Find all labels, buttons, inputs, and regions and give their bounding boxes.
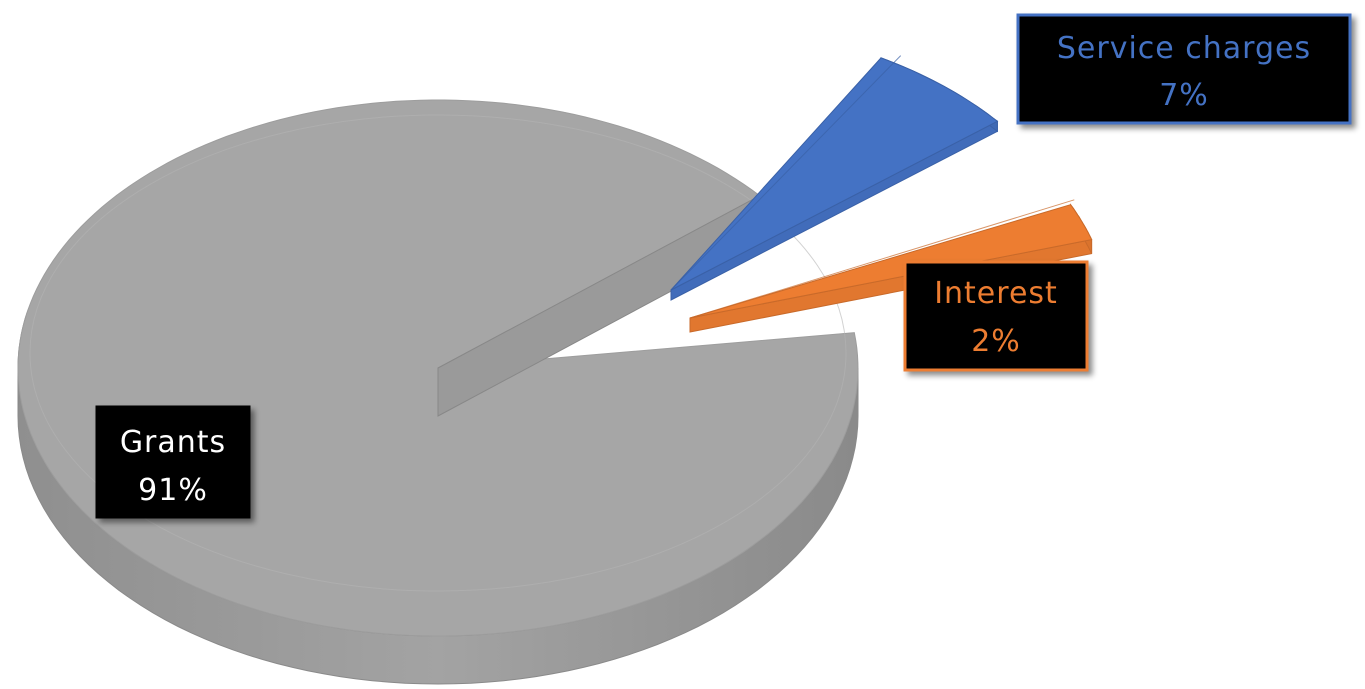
- slice-interest-top: [689, 204, 1093, 319]
- data-label-grants: Grants 91%: [95, 405, 251, 519]
- slice-grants-highlight: [29, 114, 847, 592]
- data-label-box: [903, 260, 1089, 372]
- data-label-category: Interest: [934, 276, 1058, 311]
- data-label-value: 91%: [138, 473, 208, 508]
- data-label-value: 7%: [1159, 78, 1209, 113]
- data-label-service-charges: Service charges 7%: [1016, 13, 1352, 125]
- data-label-box: [95, 405, 251, 519]
- data-label-value: 2%: [971, 324, 1021, 359]
- data-label-category: Service charges: [1057, 31, 1311, 66]
- slice-service-charges: [670, 55, 999, 301]
- data-label-category: Grants: [120, 425, 226, 460]
- data-label-interest: Interest 2%: [903, 260, 1089, 372]
- slice-service-charges-top: [670, 57, 999, 291]
- data-label-box: [1016, 13, 1352, 125]
